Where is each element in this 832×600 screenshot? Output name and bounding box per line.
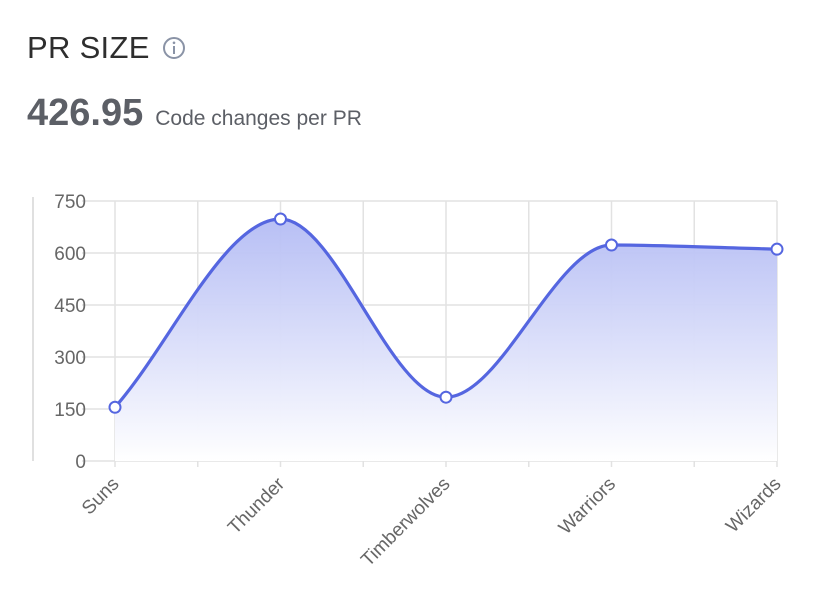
x-tick-label: Wizards (722, 474, 785, 537)
y-tick-label: 750 (54, 192, 86, 213)
y-tick-label: 300 (54, 348, 86, 369)
series-area (115, 219, 777, 461)
data-point-suns (108, 400, 122, 414)
series-line (113, 217, 778, 409)
x-tick-label: Timberwolves (357, 474, 454, 571)
x-tick-label: Warriors (555, 474, 620, 539)
metric-value: 426.95 (27, 92, 144, 134)
y-tick-label: 0 (75, 452, 86, 473)
metric-row: 426.95 Code changes per PR (27, 92, 362, 135)
x-tick-label: Suns (78, 474, 123, 519)
y-tick-label: 600 (54, 244, 86, 265)
title-row: PR SIZE (27, 30, 186, 66)
metric-label: Code changes per PR (155, 107, 362, 130)
data-point-timberwolves (439, 390, 453, 404)
y-tick-label: 450 (54, 296, 86, 317)
data-point-thunder (274, 212, 287, 226)
card-title: PR SIZE (27, 30, 150, 65)
data-point-wizards (770, 242, 784, 256)
data-point-warriors (605, 238, 618, 252)
info-circle-icon[interactable] (162, 36, 186, 60)
x-tick-label: Thunder (224, 473, 289, 538)
y-tick-label: 150 (54, 400, 86, 421)
